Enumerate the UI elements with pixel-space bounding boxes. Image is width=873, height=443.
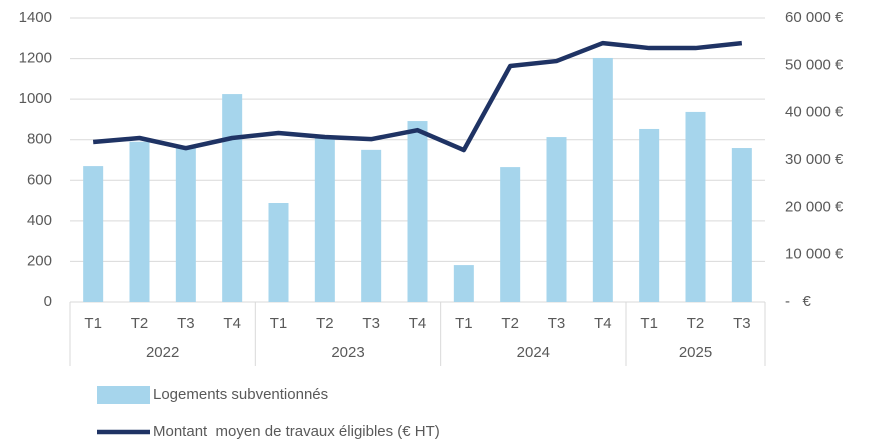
legend-label: Logements subventionnés bbox=[153, 386, 328, 403]
x-tick-label: T3 bbox=[733, 315, 751, 332]
bar bbox=[731, 148, 752, 302]
y2-tick-label: 40 000 € bbox=[785, 104, 844, 121]
x-tick-label: T2 bbox=[316, 315, 334, 332]
bar bbox=[361, 149, 382, 302]
bar bbox=[685, 111, 706, 303]
x-tick-label: T2 bbox=[131, 315, 149, 332]
y-tick-label: 0 bbox=[44, 293, 52, 310]
x-tick-label: T4 bbox=[409, 315, 427, 332]
x-tick-label: T1 bbox=[455, 315, 473, 332]
legend-swatch bbox=[97, 386, 150, 404]
bar bbox=[83, 166, 104, 302]
bar bbox=[453, 265, 474, 302]
bar bbox=[500, 167, 521, 302]
x-tick-label: T4 bbox=[594, 315, 612, 332]
y2-tick-label: 50 000 € bbox=[785, 56, 844, 73]
x-tick-label: T4 bbox=[223, 315, 241, 332]
x-tick-label: T1 bbox=[84, 315, 102, 332]
line bbox=[92, 40, 743, 153]
bar bbox=[175, 145, 196, 302]
y-tick-label: 600 bbox=[27, 171, 52, 188]
x-tick-label: T3 bbox=[548, 315, 566, 332]
x-tick-label: T3 bbox=[177, 315, 195, 332]
x-group-label: 2024 bbox=[517, 344, 550, 361]
y-tick-label: 1000 bbox=[19, 90, 52, 107]
bar bbox=[222, 94, 243, 302]
legend-label: Montant moyen de travaux éligibles (€ HT… bbox=[153, 423, 440, 440]
x-group-label: 2023 bbox=[331, 344, 364, 361]
y-tick-label: 1200 bbox=[19, 50, 52, 67]
y-tick-label: 1400 bbox=[19, 9, 52, 26]
x-tick-label: T3 bbox=[362, 315, 380, 332]
bar bbox=[129, 141, 150, 302]
y2-tick-label: 20 000 € bbox=[785, 198, 844, 215]
x-tick-label: T1 bbox=[640, 315, 658, 332]
y2-tick-label: 60 000 € bbox=[785, 9, 844, 26]
x-group-label: 2025 bbox=[679, 344, 712, 361]
bar bbox=[268, 203, 289, 302]
x-tick-label: T2 bbox=[687, 315, 705, 332]
y2-tick-label: 30 000 € bbox=[785, 151, 844, 168]
bar bbox=[546, 137, 567, 302]
x-tick-label: T2 bbox=[501, 315, 519, 332]
y2-tick-label: 10 000 € bbox=[785, 246, 844, 263]
bar bbox=[314, 137, 335, 302]
x-group-label: 2022 bbox=[146, 344, 179, 361]
y-tick-label: 400 bbox=[27, 212, 52, 229]
y2-tick-label: - € bbox=[785, 293, 811, 310]
bar bbox=[407, 121, 428, 303]
x-tick-label: T1 bbox=[270, 315, 288, 332]
bar bbox=[592, 57, 613, 302]
bar bbox=[639, 128, 660, 302]
y-tick-label: 800 bbox=[27, 131, 52, 148]
y-tick-label: 200 bbox=[27, 252, 52, 269]
